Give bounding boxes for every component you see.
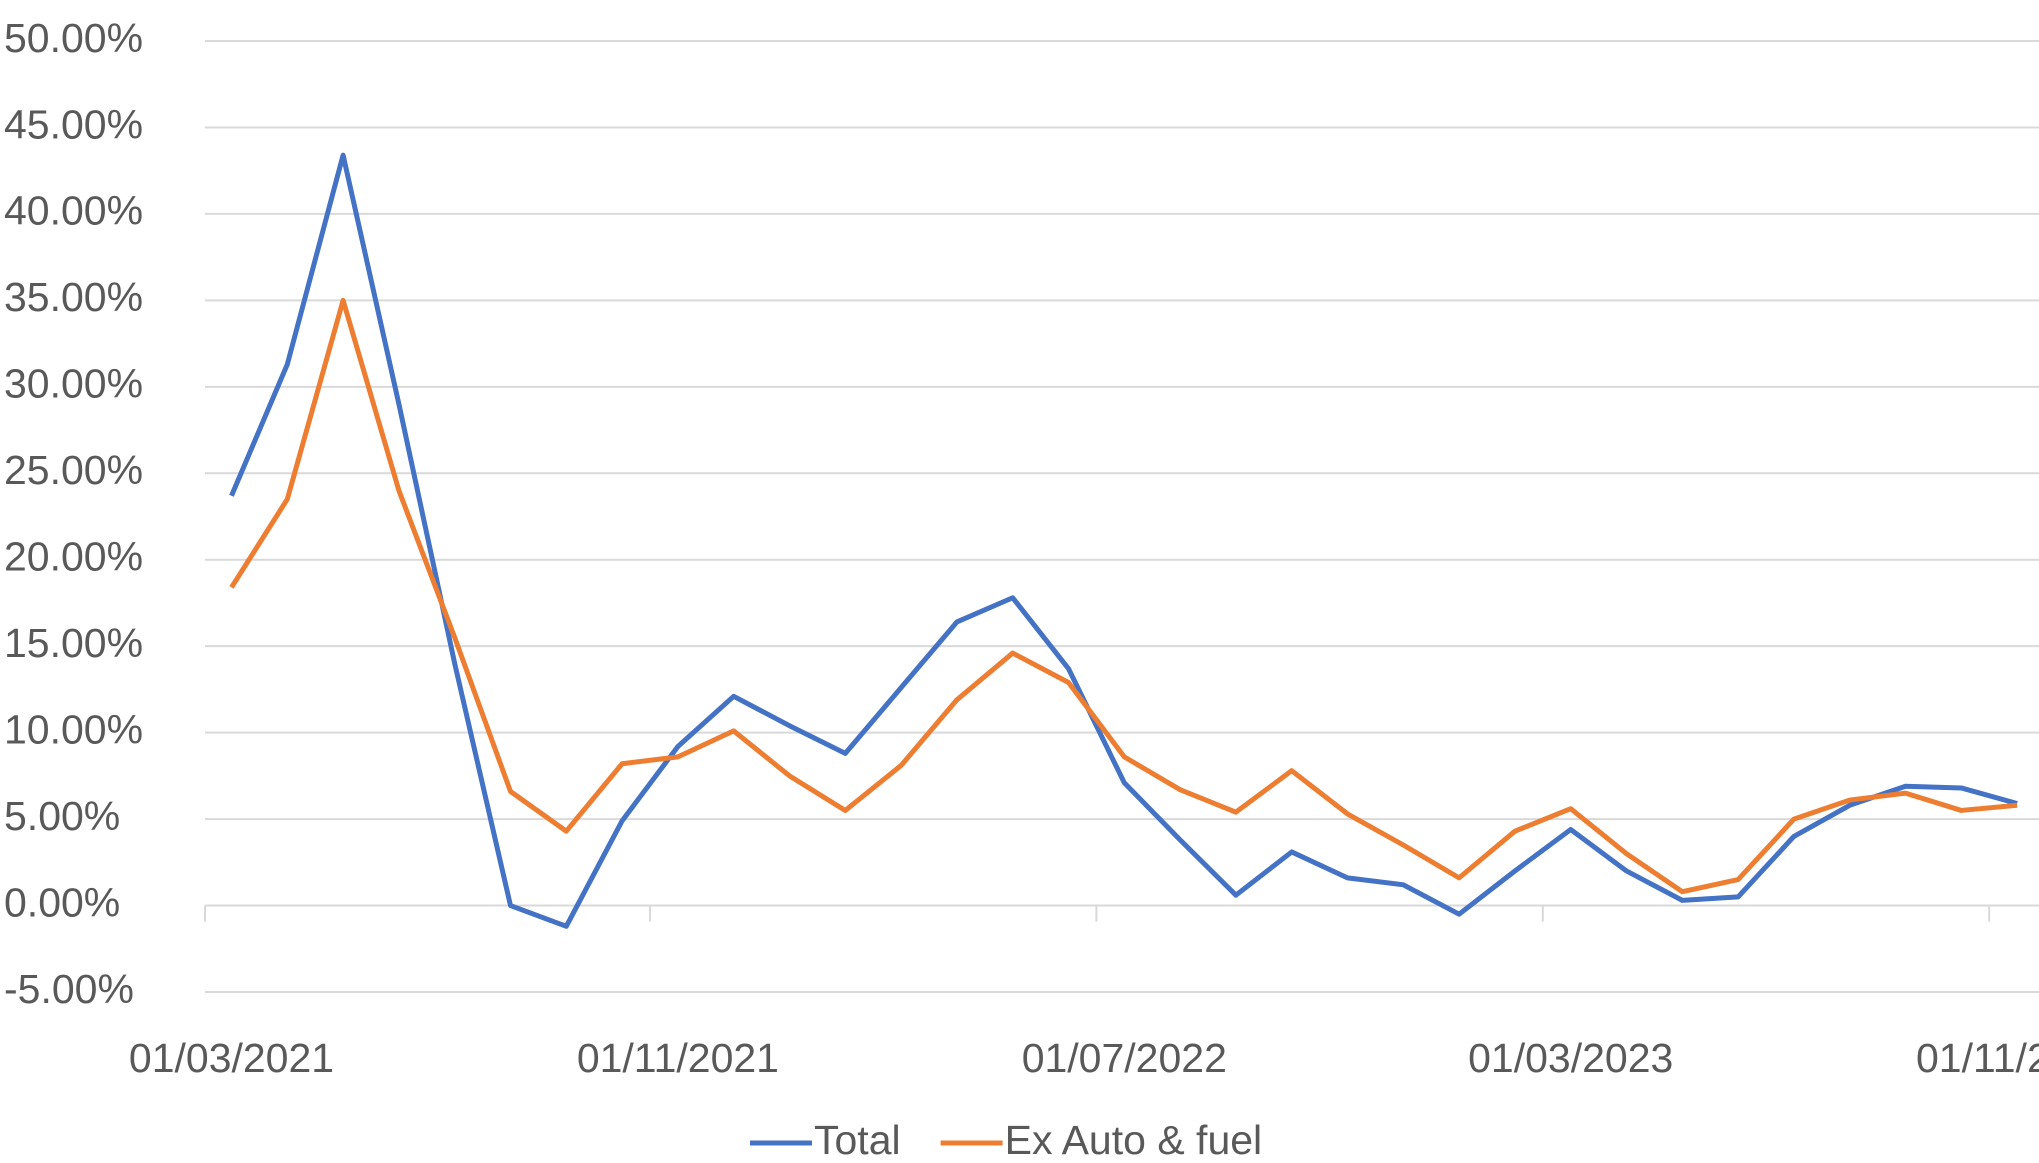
line-series xyxy=(229,297,2018,895)
x-tick-label: 01/11/2023 xyxy=(1916,1035,2039,1081)
y-tick-label: 10.00% xyxy=(4,706,143,752)
line-series xyxy=(229,152,2018,929)
y-tick-label: 45.00% xyxy=(4,101,143,147)
legend-label: Ex Auto & fuel xyxy=(1005,1117,1263,1163)
y-tick-label: 30.00% xyxy=(4,361,143,407)
x-tick-label: 01/11/2021 xyxy=(577,1035,779,1081)
y-tick-label: 5.00% xyxy=(4,793,120,839)
y-tick-label: 15.00% xyxy=(4,620,143,666)
y-tick-label: 40.00% xyxy=(4,188,143,234)
y-tick-label: 50.00% xyxy=(4,15,143,61)
legend-label: Total xyxy=(814,1117,901,1163)
y-tick-label: -5.00% xyxy=(4,966,134,1012)
x-tick-label: 01/03/2023 xyxy=(1468,1035,1673,1081)
x-tick-label: 01/03/2021 xyxy=(129,1035,334,1081)
y-tick-label: 35.00% xyxy=(4,274,143,320)
y-tick-label: 25.00% xyxy=(4,447,143,493)
y-tick-label: 0.00% xyxy=(4,879,120,925)
y-tick-label: 20.00% xyxy=(4,534,143,580)
x-tick-label: 01/07/2022 xyxy=(1022,1035,1227,1081)
